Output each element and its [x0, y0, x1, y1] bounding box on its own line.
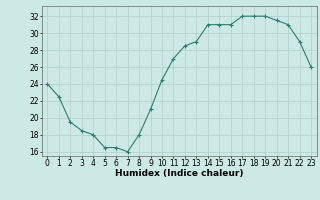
X-axis label: Humidex (Indice chaleur): Humidex (Indice chaleur) [115, 169, 244, 178]
